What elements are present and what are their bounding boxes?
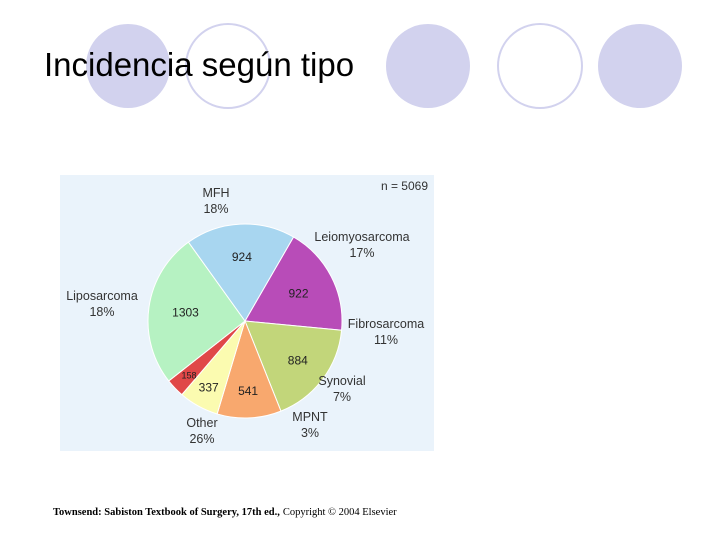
value-label-fibrosarcoma: 541: [238, 384, 258, 398]
value-label-other: 1303: [172, 306, 199, 320]
percent-label-other: 26%: [189, 432, 214, 446]
percent-label-leiomyosarcoma: 17%: [349, 246, 374, 260]
percent-label-fibrosarcoma: 11%: [374, 333, 398, 347]
pie-chart-panel: 922 MFH 18% 884 Leiomyosarcoma 17% 541 Fibrosar…: [60, 175, 434, 451]
citation-copyright: Copyright © 2004 Elsevier: [282, 507, 397, 518]
category-label-mfh: MFH: [202, 186, 229, 200]
deco-circle-5: [598, 24, 682, 108]
total-label: n = 5069: [381, 179, 428, 193]
pie-labels: 922 MFH 18% 884 Leiomyosarcoma 17% 541 Fibrosar…: [66, 186, 424, 446]
deco-circle-4: [497, 23, 583, 109]
pie-slice-mfh: [244, 236, 343, 331]
percent-label-liposarcoma: 18%: [89, 305, 114, 319]
pie-slice-other: [147, 241, 246, 382]
citation: Townsend: Sabiston Textbook of Surgery, …: [53, 506, 397, 518]
category-label-other: Other: [186, 416, 217, 430]
category-label-liposarcoma: Liposarcoma: [66, 289, 138, 303]
value-label-liposarcoma: 924: [232, 250, 252, 264]
pie-slices: [147, 223, 343, 419]
category-label-leiomyosarcoma: Leiomyosarcoma: [314, 230, 409, 244]
deco-circle-2: [185, 23, 271, 109]
percent-label-mpnt: 3%: [301, 426, 319, 440]
percent-label-mfh: 18%: [203, 202, 228, 216]
percent-label-synovial: 7%: [333, 390, 351, 404]
value-label-mpnt: 158: [181, 371, 196, 381]
pie-chart: 922 MFH 18% 884 Leiomyosarcoma 17% 541 Fibrosar…: [60, 175, 434, 451]
value-label-synovial: 337: [199, 380, 219, 394]
pie-slice-liposarcoma: [187, 223, 295, 322]
category-label-fibrosarcoma: Fibrosarcoma: [348, 317, 424, 331]
value-label-mfh: 922: [288, 287, 308, 301]
deco-circle-1: [86, 24, 170, 108]
value-label-leiomyosarcoma: 884: [288, 354, 308, 368]
category-label-mpnt: MPNT: [292, 410, 328, 424]
pie-slice-leiomyosarcoma: [244, 320, 343, 412]
slide-title: Incidencia según tipo: [44, 46, 355, 83]
citation-reference: Townsend: Sabiston Textbook of Surgery, …: [53, 507, 280, 518]
category-label-synovial: Synovial: [318, 374, 365, 388]
deco-circle-3: [386, 24, 470, 108]
